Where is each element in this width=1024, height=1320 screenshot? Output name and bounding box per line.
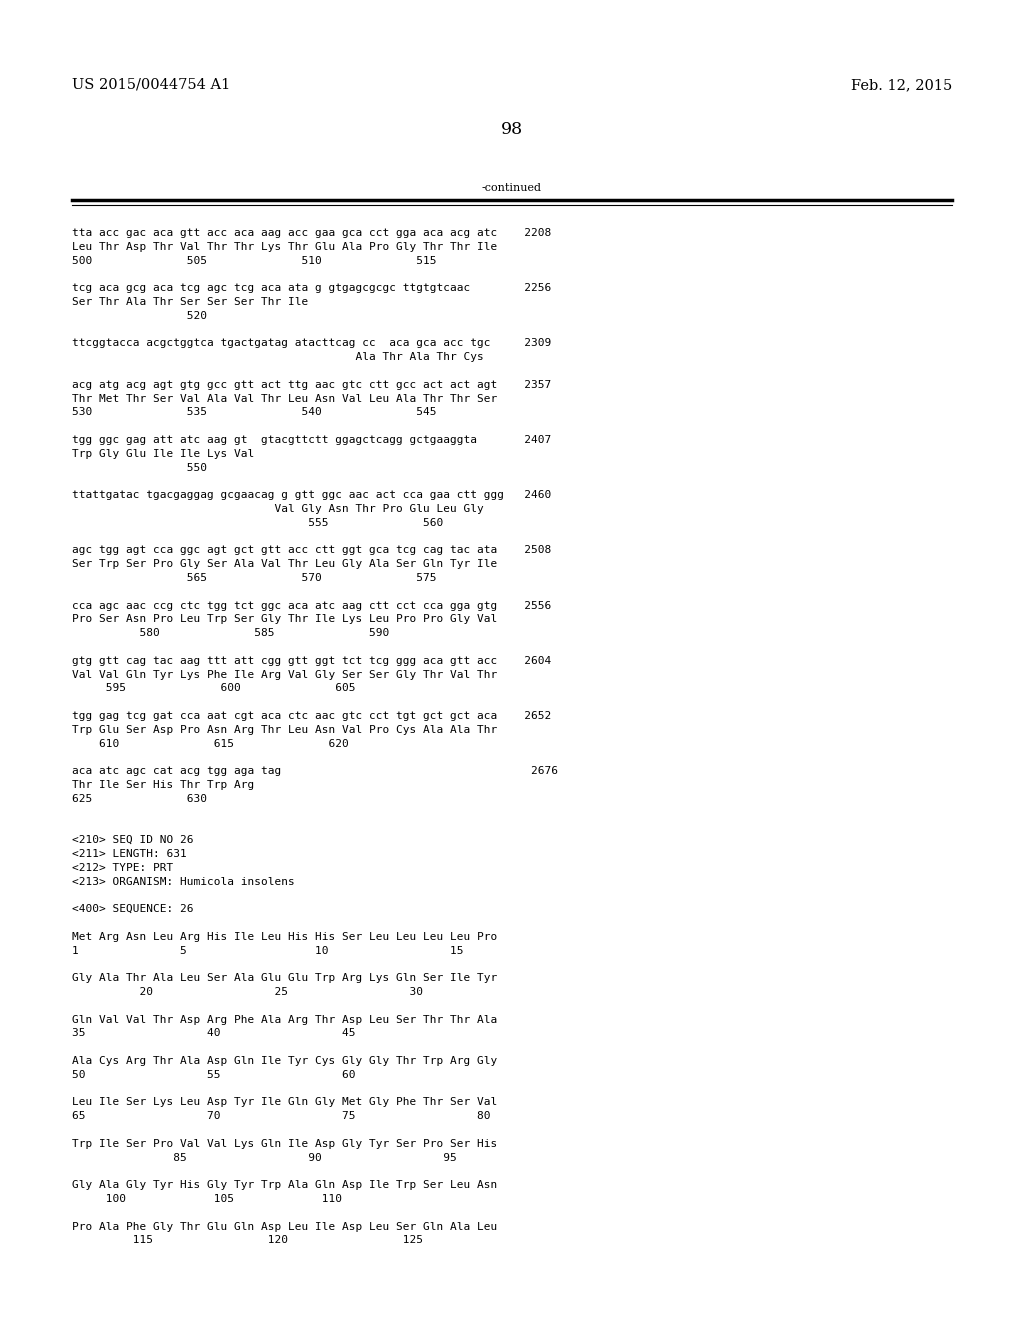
Text: 100             105             110: 100 105 110 <box>72 1195 342 1204</box>
Text: Met Arg Asn Leu Arg His Ile Leu His His Ser Leu Leu Leu Leu Pro: Met Arg Asn Leu Arg His Ile Leu His His … <box>72 932 498 941</box>
Text: 565              570              575: 565 570 575 <box>72 573 436 583</box>
Text: ttattgatac tgacgaggag gcgaacag g gtt ggc aac act cca gaa ctt ggg   2460: ttattgatac tgacgaggag gcgaacag g gtt ggc… <box>72 490 551 500</box>
Text: 595              600              605: 595 600 605 <box>72 684 355 693</box>
Text: Val Val Gln Tyr Lys Phe Ile Arg Val Gly Ser Ser Gly Thr Val Thr: Val Val Gln Tyr Lys Phe Ile Arg Val Gly … <box>72 669 498 680</box>
Text: 580              585              590: 580 585 590 <box>72 628 389 638</box>
Text: Gly Ala Thr Ala Leu Ser Ala Glu Glu Trp Arg Lys Gln Ser Ile Tyr: Gly Ala Thr Ala Leu Ser Ala Glu Glu Trp … <box>72 973 498 983</box>
Text: 1               5                   10                  15: 1 5 10 15 <box>72 945 464 956</box>
Text: aca atc agc cat acg tgg aga tag                                     2676: aca atc agc cat acg tgg aga tag 2676 <box>72 766 558 776</box>
Text: Pro Ser Asn Pro Leu Trp Ser Gly Thr Ile Lys Leu Pro Pro Gly Val: Pro Ser Asn Pro Leu Trp Ser Gly Thr Ile … <box>72 614 498 624</box>
Text: tgg gag tcg gat cca aat cgt aca ctc aac gtc cct tgt gct gct aca    2652: tgg gag tcg gat cca aat cgt aca ctc aac … <box>72 711 551 721</box>
Text: Thr Met Thr Ser Val Ala Val Thr Leu Asn Val Leu Ala Thr Thr Ser: Thr Met Thr Ser Val Ala Val Thr Leu Asn … <box>72 393 498 404</box>
Text: 530              535              540              545: 530 535 540 545 <box>72 408 436 417</box>
Text: 115                 120                 125: 115 120 125 <box>72 1236 423 1245</box>
Text: Feb. 12, 2015: Feb. 12, 2015 <box>851 78 952 92</box>
Text: Pro Ala Phe Gly Thr Glu Gln Asp Leu Ile Asp Leu Ser Gln Ala Leu: Pro Ala Phe Gly Thr Glu Gln Asp Leu Ile … <box>72 1221 498 1232</box>
Text: gtg gtt cag tac aag ttt att cgg gtt ggt tct tcg ggg aca gtt acc    2604: gtg gtt cag tac aag ttt att cgg gtt ggt … <box>72 656 551 665</box>
Text: 625              630: 625 630 <box>72 793 207 804</box>
Text: Ser Thr Ala Thr Ser Ser Ser Thr Ile: Ser Thr Ala Thr Ser Ser Ser Thr Ile <box>72 297 308 308</box>
Text: 20                  25                  30: 20 25 30 <box>72 987 423 997</box>
Text: 550: 550 <box>72 462 207 473</box>
Text: tgg ggc gag att atc aag gt  gtacgttctt ggagctcagg gctgaaggta       2407: tgg ggc gag att atc aag gt gtacgttctt gg… <box>72 436 551 445</box>
Text: Thr Ile Ser His Thr Trp Arg: Thr Ile Ser His Thr Trp Arg <box>72 780 254 789</box>
Text: US 2015/0044754 A1: US 2015/0044754 A1 <box>72 78 230 92</box>
Text: <212> TYPE: PRT: <212> TYPE: PRT <box>72 863 173 873</box>
Text: Trp Gly Glu Ile Ile Lys Val: Trp Gly Glu Ile Ile Lys Val <box>72 449 254 459</box>
Text: Gln Val Val Thr Asp Arg Phe Ala Arg Thr Asp Leu Ser Thr Thr Ala: Gln Val Val Thr Asp Arg Phe Ala Arg Thr … <box>72 1015 498 1024</box>
Text: 98: 98 <box>501 121 523 139</box>
Text: <210> SEQ ID NO 26: <210> SEQ ID NO 26 <box>72 836 194 845</box>
Text: 35                  40                  45: 35 40 45 <box>72 1028 355 1039</box>
Text: cca agc aac ccg ctc tgg tct ggc aca atc aag ctt cct cca gga gtg    2556: cca agc aac ccg ctc tgg tct ggc aca atc … <box>72 601 551 611</box>
Text: Gly Ala Gly Tyr His Gly Tyr Trp Ala Gln Asp Ile Trp Ser Leu Asn: Gly Ala Gly Tyr His Gly Tyr Trp Ala Gln … <box>72 1180 498 1191</box>
Text: acg atg acg agt gtg gcc gtt act ttg aac gtc ctt gcc act act agt    2357: acg atg acg agt gtg gcc gtt act ttg aac … <box>72 380 551 389</box>
Text: <211> LENGTH: 631: <211> LENGTH: 631 <box>72 849 186 859</box>
Text: 500              505              510              515: 500 505 510 515 <box>72 256 436 265</box>
Text: <400> SEQUENCE: 26: <400> SEQUENCE: 26 <box>72 904 194 915</box>
Text: <213> ORGANISM: Humicola insolens: <213> ORGANISM: Humicola insolens <box>72 876 295 887</box>
Text: Leu Thr Asp Thr Val Thr Thr Lys Thr Glu Ala Pro Gly Thr Thr Ile: Leu Thr Asp Thr Val Thr Thr Lys Thr Glu … <box>72 242 498 252</box>
Text: -continued: -continued <box>482 183 542 193</box>
Text: 65                  70                  75                  80: 65 70 75 80 <box>72 1111 490 1121</box>
Text: Val Gly Asn Thr Pro Glu Leu Gly: Val Gly Asn Thr Pro Glu Leu Gly <box>72 504 483 513</box>
Text: 50                  55                  60: 50 55 60 <box>72 1069 355 1080</box>
Text: Trp Glu Ser Asp Pro Asn Arg Thr Leu Asn Val Pro Cys Ala Ala Thr: Trp Glu Ser Asp Pro Asn Arg Thr Leu Asn … <box>72 725 498 735</box>
Text: Ala Cys Arg Thr Ala Asp Gln Ile Tyr Cys Gly Gly Thr Trp Arg Gly: Ala Cys Arg Thr Ala Asp Gln Ile Tyr Cys … <box>72 1056 498 1067</box>
Text: tcg aca gcg aca tcg agc tcg aca ata g gtgagcgcgc ttgtgtcaac        2256: tcg aca gcg aca tcg agc tcg aca ata g gt… <box>72 284 551 293</box>
Text: 555              560: 555 560 <box>72 517 443 528</box>
Text: Ser Trp Ser Pro Gly Ser Ala Val Thr Leu Gly Ala Ser Gln Tyr Ile: Ser Trp Ser Pro Gly Ser Ala Val Thr Leu … <box>72 560 498 569</box>
Text: 520: 520 <box>72 310 207 321</box>
Text: agc tgg agt cca ggc agt gct gtt acc ctt ggt gca tcg cag tac ata    2508: agc tgg agt cca ggc agt gct gtt acc ctt … <box>72 545 551 556</box>
Text: Leu Ile Ser Lys Leu Asp Tyr Ile Gln Gly Met Gly Phe Thr Ser Val: Leu Ile Ser Lys Leu Asp Tyr Ile Gln Gly … <box>72 1097 498 1107</box>
Text: Trp Ile Ser Pro Val Val Lys Gln Ile Asp Gly Tyr Ser Pro Ser His: Trp Ile Ser Pro Val Val Lys Gln Ile Asp … <box>72 1139 498 1148</box>
Text: 610              615              620: 610 615 620 <box>72 739 349 748</box>
Text: Ala Thr Ala Thr Cys: Ala Thr Ala Thr Cys <box>72 352 483 362</box>
Text: ttcggtacca acgctggtca tgactgatag atacttcag cc  aca gca acc tgc     2309: ttcggtacca acgctggtca tgactgatag atacttc… <box>72 338 551 348</box>
Text: tta acc gac aca gtt acc aca aag acc gaa gca cct gga aca acg atc    2208: tta acc gac aca gtt acc aca aag acc gaa … <box>72 228 551 238</box>
Text: 85                  90                  95: 85 90 95 <box>72 1152 457 1163</box>
